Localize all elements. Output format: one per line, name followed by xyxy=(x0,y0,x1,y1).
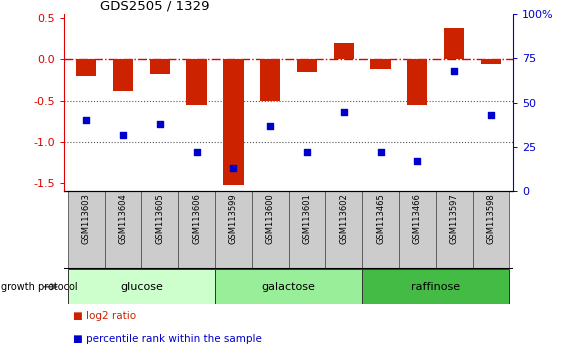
Bar xyxy=(215,191,252,269)
Text: GSM113605: GSM113605 xyxy=(155,194,164,244)
Text: GSM113601: GSM113601 xyxy=(303,194,311,244)
Bar xyxy=(142,191,178,269)
Bar xyxy=(252,191,289,269)
Text: growth protocol: growth protocol xyxy=(1,282,78,292)
Bar xyxy=(260,59,280,101)
Bar xyxy=(444,28,464,59)
Text: GSM113465: GSM113465 xyxy=(376,194,385,244)
Bar xyxy=(215,269,362,304)
Text: GSM113603: GSM113603 xyxy=(82,194,91,244)
Point xyxy=(229,165,238,171)
Point xyxy=(339,109,349,114)
Bar xyxy=(76,59,96,76)
Point xyxy=(82,118,91,123)
Bar xyxy=(408,59,427,105)
Bar xyxy=(104,191,142,269)
Bar xyxy=(297,59,317,72)
Text: GSM113466: GSM113466 xyxy=(413,194,422,244)
Bar xyxy=(289,191,325,269)
Bar xyxy=(473,191,510,269)
Text: galactose: galactose xyxy=(262,282,315,292)
Bar xyxy=(113,59,133,91)
Text: ■ percentile rank within the sample: ■ percentile rank within the sample xyxy=(73,334,262,344)
Bar xyxy=(223,59,244,184)
Bar xyxy=(68,269,215,304)
Point xyxy=(265,123,275,129)
Text: raffinose: raffinose xyxy=(411,282,461,292)
Point xyxy=(376,149,385,155)
Bar xyxy=(362,269,510,304)
Text: GSM113600: GSM113600 xyxy=(266,194,275,244)
Point xyxy=(486,112,496,118)
Point xyxy=(303,149,312,155)
Bar xyxy=(178,191,215,269)
Point xyxy=(118,132,128,137)
Text: GSM113598: GSM113598 xyxy=(486,194,496,244)
Bar xyxy=(436,191,473,269)
Bar xyxy=(399,191,436,269)
Bar xyxy=(187,59,207,105)
Bar xyxy=(150,59,170,74)
Bar xyxy=(370,59,391,69)
Text: glucose: glucose xyxy=(120,282,163,292)
Text: GSM113602: GSM113602 xyxy=(339,194,348,244)
Text: GSM113597: GSM113597 xyxy=(449,194,459,244)
Point xyxy=(413,158,422,164)
Bar xyxy=(362,191,399,269)
Point xyxy=(449,68,459,74)
Bar xyxy=(481,59,501,64)
Bar xyxy=(333,43,354,59)
Point xyxy=(192,149,201,155)
Bar xyxy=(68,191,104,269)
Bar xyxy=(325,191,362,269)
Text: ■ log2 ratio: ■ log2 ratio xyxy=(73,312,136,321)
Text: GSM113606: GSM113606 xyxy=(192,194,201,244)
Text: GSM113604: GSM113604 xyxy=(118,194,128,244)
Point xyxy=(155,121,164,127)
Text: GSM113599: GSM113599 xyxy=(229,194,238,244)
Text: GDS2505 / 1329: GDS2505 / 1329 xyxy=(100,0,209,13)
